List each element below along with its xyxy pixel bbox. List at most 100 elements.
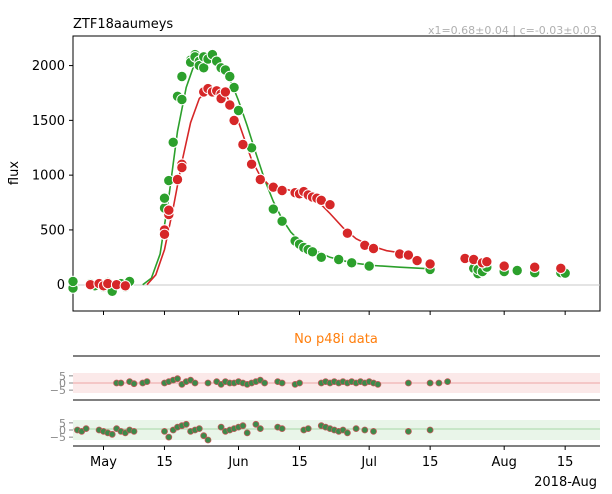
main-flux-panel: 0 500 1000 1500 2000 flux	[7, 35, 601, 315]
x-axis-year-label: 2018-Aug	[534, 475, 597, 490]
ztf_r_residual-point	[278, 379, 286, 387]
ztf_r-point	[119, 280, 132, 292]
ztf_r-point	[219, 86, 232, 98]
ztf_r-point	[228, 114, 240, 127]
ztf_r-point	[158, 228, 171, 241]
ztf_g-point	[176, 70, 188, 83]
ztf_g-point	[511, 264, 523, 277]
ztf_g_residual-point	[404, 427, 412, 435]
ztf_g-point	[306, 246, 319, 258]
p48i-notice-panel: No p48i data	[73, 332, 600, 357]
ztf_g_residual-point	[161, 427, 168, 435]
ztf_r_residual-point	[374, 380, 382, 388]
ztf_r-point	[402, 249, 415, 261]
residual-y-tick-label: −5	[50, 431, 66, 444]
residual-y-tick-label: 5	[59, 417, 66, 430]
ztf_r_residual-point	[117, 379, 125, 387]
residual-y-tick-label: 0	[59, 424, 66, 437]
ztf_g_model-curve	[142, 54, 431, 286]
residual-r-points	[113, 375, 452, 388]
ztf_r_residual-point	[444, 378, 452, 386]
residual-panel-r: 50−5	[50, 370, 600, 397]
x-tick-label: Jun	[227, 455, 248, 470]
residual-g-y-ticks: 50−5	[50, 417, 73, 444]
ztf_g_residual-point	[426, 426, 434, 434]
y-tick-label: 2000	[32, 59, 65, 74]
fit-parameters-annotation: x1=0.68±0.04 | c=-0.03±0.03	[428, 24, 597, 37]
ztf_r-point	[254, 173, 266, 186]
ztf_g-point	[232, 104, 245, 117]
main-y-ticks: 0 500 1000 1500 2000	[32, 59, 73, 293]
ztf_r-point	[341, 227, 354, 239]
ztf_r-point	[529, 261, 541, 273]
ztf_g-point	[315, 251, 327, 263]
ztf_r-point	[176, 161, 188, 174]
ztf_g_residual-point	[361, 426, 369, 434]
ztf_r-point	[171, 173, 184, 186]
x-tick-label: 15	[422, 455, 439, 470]
ztf_r_residual-point	[174, 375, 181, 383]
ztf_g-point	[346, 257, 358, 269]
ztf_g-point	[363, 260, 375, 272]
ztf_g_residual-point	[278, 425, 286, 433]
y-tick-label: 1500	[32, 114, 65, 129]
residual-y-tick-label: −5	[50, 384, 66, 397]
residual-y-tick-label: 5	[59, 370, 66, 383]
ztf_r_residual-point	[191, 379, 199, 387]
ztf_r-point	[424, 258, 436, 270]
ztf_g_residual-point	[352, 425, 360, 433]
ztf_g-point	[267, 203, 279, 215]
flux-points	[67, 48, 571, 297]
residual-r-y-ticks: 50−5	[50, 370, 73, 397]
ztf_g_residual-point	[370, 427, 377, 435]
y-tick-label: 0	[57, 278, 65, 293]
ztf_g_residual-point	[343, 429, 351, 437]
ztf_g_residual-point	[182, 420, 190, 428]
ztf_g_residual-point	[243, 429, 251, 437]
x-tick-label: 15	[557, 455, 574, 470]
ztf_r-point	[555, 262, 567, 274]
ztf_r-point	[481, 256, 493, 268]
ztf_g-point	[158, 192, 171, 204]
ztf_r_residual-point	[404, 379, 412, 387]
ztf_g-point	[333, 253, 345, 266]
ztf_r-point	[324, 199, 336, 211]
ztf_g_residual-point	[82, 425, 90, 433]
ztf_g_residual-point	[304, 425, 312, 433]
ztf_g-point	[167, 136, 179, 149]
x-tick-label: May	[90, 455, 117, 470]
ztf_r_residual-point	[296, 379, 303, 387]
ztf_g_residual-point	[108, 430, 116, 438]
ztf_g_residual-point	[256, 425, 264, 433]
ztf_r_residual-point	[204, 379, 212, 387]
ztf_g-point	[67, 275, 79, 288]
ztf_r-point	[411, 254, 423, 267]
residual-panel-g: 50−5	[50, 417, 600, 444]
ztf_r_residual-point	[426, 379, 434, 387]
ztf_r-point	[163, 204, 175, 216]
ztf_r-point	[367, 242, 380, 255]
ztf_g_residual-point	[239, 422, 247, 430]
ztf_r-point	[498, 260, 510, 272]
x-tick-label: 15	[156, 455, 173, 470]
ztf_r_residual-point	[130, 380, 138, 388]
ztf_r-point	[276, 184, 288, 197]
ztf_g_residual-point	[204, 436, 212, 444]
y-tick-label: 1000	[32, 169, 65, 184]
y-axis-label: flux	[7, 161, 22, 185]
ztf_r_residual-point	[143, 378, 151, 386]
ztf_r-point	[237, 138, 249, 151]
ztf_g-point	[276, 215, 288, 227]
x-tick-label: Jul	[360, 455, 377, 470]
chart-title: ZTF18aaumeys	[73, 17, 173, 32]
x-tick-label: 15	[291, 455, 308, 470]
ztf_g_residual-point	[165, 433, 173, 441]
bottom-x-ticks: May 15 Jun 15 Jul 15 Aug 15	[90, 446, 573, 470]
ztf_g_residual-point	[130, 427, 138, 435]
y-tick-label: 500	[40, 223, 65, 238]
residual-y-tick-label: 0	[59, 377, 66, 390]
main-x-ticks	[102, 311, 566, 315]
ztf_r_residual-point	[435, 379, 443, 387]
ztf_g_residual-point	[195, 425, 203, 433]
